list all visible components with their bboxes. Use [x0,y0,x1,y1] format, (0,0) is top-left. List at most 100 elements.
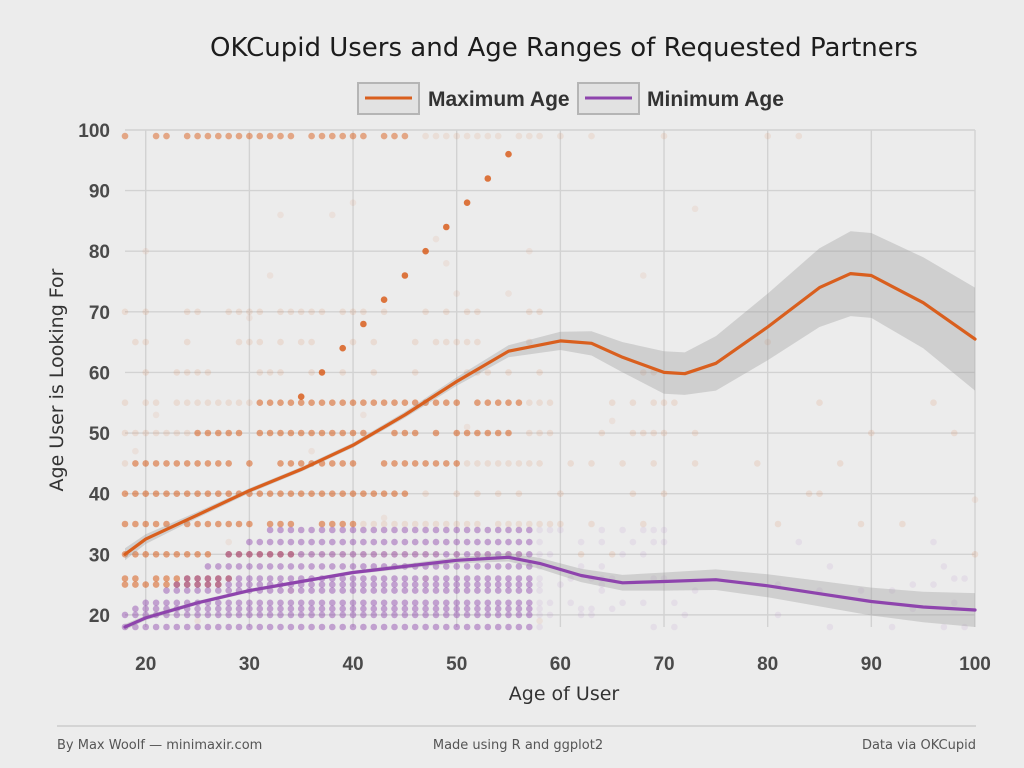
x-tick-90: 90 [861,654,882,675]
data-point [318,611,326,619]
data-point [121,132,129,140]
data-point [401,399,409,407]
data-point [536,599,543,607]
data-point [401,551,409,558]
data-point [204,587,212,594]
data-point [287,551,295,558]
data-point [598,563,606,570]
data-point [940,623,948,631]
data-point [318,599,326,607]
data-point [370,551,378,558]
data-point [681,611,689,619]
data-point [432,587,440,594]
data-point [443,599,450,607]
data-point [411,581,419,588]
data-point [660,429,668,437]
data-point [132,581,139,588]
data-point [339,551,347,558]
data-point [235,623,243,631]
data-point [339,526,347,534]
data-point [204,369,212,376]
data-point [266,551,274,558]
data-point [463,308,471,316]
data-point [411,338,419,346]
data-point [360,308,367,316]
data-point [163,460,170,467]
data-point [329,429,336,437]
data-point [401,520,409,528]
data-point [432,460,440,467]
x-axis-title: Age of User [509,683,620,705]
data-point [526,338,533,346]
x-tick-40: 40 [342,654,363,675]
data-point [505,429,512,437]
data-point [329,538,336,546]
data-point [287,490,295,498]
data-point [121,520,129,528]
data-point [640,599,647,607]
data-point [505,369,512,376]
data-point [484,369,492,376]
data-point [266,429,274,437]
data-point [194,520,201,528]
data-point [370,369,378,376]
data-point [370,605,378,613]
data-point [173,429,181,437]
data-point [349,538,357,546]
data-point [391,605,398,613]
data-point [349,611,357,619]
data-point [287,132,295,140]
data-point [360,599,367,607]
data-point [318,563,326,570]
data-point [598,526,606,534]
data-point [173,575,181,582]
data-point [453,538,461,546]
data-point [432,338,440,346]
data-point [463,520,471,528]
y-tick-100: 100 [78,121,110,142]
smooth-lines [123,272,977,629]
data-point [484,551,492,558]
data-point [494,581,502,588]
data-point [474,563,481,570]
data-point [225,429,232,437]
data-point [411,551,419,558]
data-point [277,308,284,316]
data-point [225,623,232,631]
data-point [401,611,409,619]
data-point [515,575,523,582]
data-point [287,587,295,594]
data-point [463,199,471,206]
data-point [318,551,326,558]
data-point [277,211,284,219]
data-point [318,587,326,594]
data-point [266,272,274,279]
data-point [256,399,264,407]
data-point [391,551,398,558]
data-point [432,551,440,558]
data-point [494,623,502,631]
data-point [401,490,409,498]
data-point [567,460,574,467]
data-point [650,526,657,534]
data-point [474,623,481,631]
data-point [536,369,543,376]
data-point [619,460,626,467]
data-point [453,611,461,619]
data-point [391,520,398,528]
x-tick-70: 70 [653,654,674,675]
data-point [401,581,409,588]
data-point [380,460,388,467]
data-point [691,205,699,213]
data-point [204,575,212,582]
data-point [443,223,450,231]
data-point [484,605,492,613]
data-point [443,308,450,316]
data-point [463,587,471,594]
data-point [443,338,450,346]
data-point [215,460,222,467]
data-point [484,429,492,437]
data-point [588,605,595,613]
data-point [329,211,336,219]
data-point [930,399,937,407]
